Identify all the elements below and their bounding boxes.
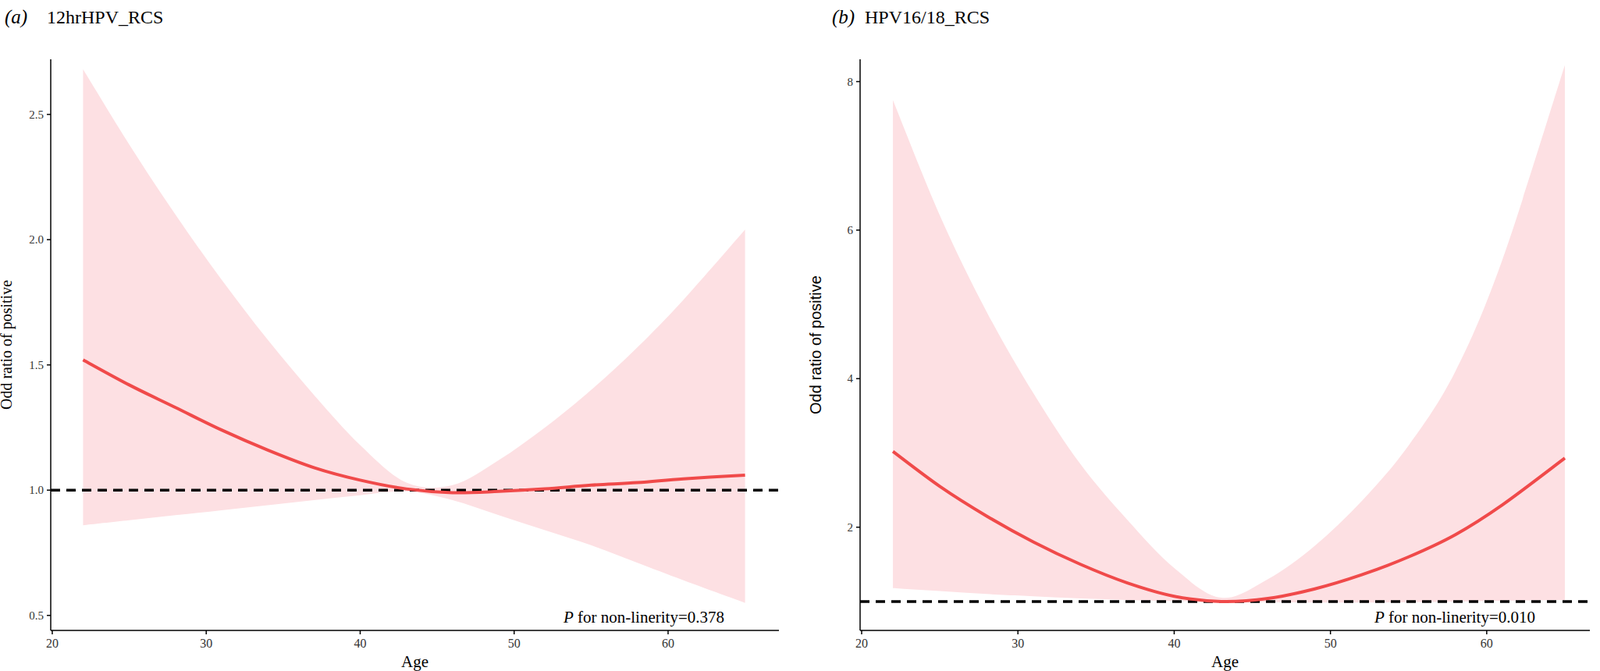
confidence-band — [892, 65, 1565, 604]
y-tick-label: 4 — [847, 372, 854, 385]
confidence-band — [82, 69, 745, 604]
y-tick — [856, 81, 861, 83]
plot-area — [860, 65, 1590, 604]
x-tick — [860, 630, 863, 635]
plot-area — [50, 69, 779, 604]
panel: 20 30 40 50 60 0.5 1.0 1.5 2.0 2.5 Age Odd ratio of… — [0, 6, 779, 671]
y-tick-label: 1.5 — [28, 359, 44, 372]
panel: 20 30 40 50 60 2 4 6 8 Age Odd ratio of positive (b… — [807, 6, 1590, 671]
y-tick — [856, 378, 861, 381]
y-tick-label: 6 — [847, 224, 854, 237]
x-axis-label: Age — [1211, 652, 1239, 671]
x-tick — [205, 630, 207, 635]
y-tick — [856, 526, 861, 529]
y-tick-label: 8 — [847, 75, 854, 89]
x-tick-label: 50 — [1324, 636, 1337, 651]
y-tick — [46, 364, 51, 367]
panel-label: (b) — [832, 6, 855, 29]
x-tick-label: 60 — [1480, 636, 1494, 651]
x-axis-label: Age — [401, 652, 429, 671]
x-tick-label: 60 — [661, 636, 675, 651]
panel-label: (a) — [4, 6, 28, 29]
x-tick — [1016, 630, 1019, 635]
x-tick-label: 30 — [1011, 636, 1024, 651]
x-tick-label: 40 — [1167, 636, 1181, 651]
x-tick-label: 30 — [199, 636, 213, 651]
x-tick — [1329, 630, 1332, 635]
x-tick-label: 20 — [855, 636, 868, 651]
p-annotation: P for non-linerity=0.010 — [1373, 608, 1536, 627]
y-tick — [46, 238, 51, 241]
y-tick-label: 2 — [847, 521, 854, 534]
chart-title: HPV16/18_RCS — [864, 7, 990, 28]
y-tick-label: 2.0 — [28, 233, 44, 246]
y-axis — [859, 59, 861, 631]
x-tick — [667, 630, 669, 635]
x-tick — [1173, 630, 1176, 635]
or-curve — [892, 451, 1565, 602]
y-tick — [46, 489, 51, 491]
figure: 20 30 40 50 60 0.5 1.0 1.5 2.0 2.5 Age Odd ratio of… — [0, 0, 1600, 671]
x-axis — [50, 629, 779, 632]
p-annotation: P for non-linerity=0.378 — [562, 608, 725, 627]
or-curve — [82, 359, 745, 493]
x-tick-label: 20 — [46, 636, 59, 651]
y-axis-label: Odd ratio of positive — [807, 275, 825, 415]
y-tick-label: 0.5 — [28, 609, 44, 623]
x-tick — [359, 630, 362, 635]
y-tick-label: 2.5 — [28, 108, 44, 121]
y-axis — [49, 59, 52, 631]
y-tick-label: 1.0 — [28, 483, 44, 497]
x-tick-label: 40 — [353, 636, 367, 651]
y-tick — [856, 229, 861, 232]
y-tick — [46, 113, 51, 116]
x-tick — [51, 630, 54, 635]
x-tick — [1486, 630, 1488, 635]
y-axis-label: Odd ratio of positive — [0, 280, 16, 410]
y-tick — [46, 615, 51, 617]
x-tick — [513, 630, 516, 635]
chart-title: 12hrHPV_RCS — [46, 7, 164, 28]
x-tick-label: 50 — [508, 636, 521, 651]
x-axis — [860, 629, 1590, 632]
